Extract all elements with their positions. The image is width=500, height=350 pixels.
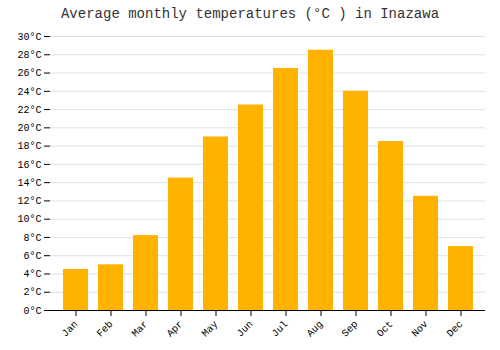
svg-text:12°C: 12°C xyxy=(17,196,41,207)
svg-text:2°C: 2°C xyxy=(23,287,41,298)
svg-text:22°C: 22°C xyxy=(17,105,41,116)
svg-text:Dec: Dec xyxy=(445,319,466,340)
svg-text:Jan: Jan xyxy=(60,319,81,340)
svg-text:0°C: 0°C xyxy=(23,306,41,317)
svg-text:May: May xyxy=(200,319,221,340)
svg-text:14°C: 14°C xyxy=(17,178,41,189)
svg-text:18°C: 18°C xyxy=(17,141,41,152)
svg-text:Mar: Mar xyxy=(130,319,151,340)
svg-text:30°C: 30°C xyxy=(17,32,41,43)
svg-text:6°C: 6°C xyxy=(23,251,41,262)
svg-text:Sep: Sep xyxy=(340,319,361,340)
svg-text:Feb: Feb xyxy=(95,319,116,340)
svg-text:Jul: Jul xyxy=(270,319,291,340)
svg-text:16°C: 16°C xyxy=(17,160,41,171)
svg-text:Oct: Oct xyxy=(375,319,396,340)
svg-text:10°C: 10°C xyxy=(17,214,41,225)
svg-text:8°C: 8°C xyxy=(23,233,41,244)
svg-text:20°C: 20°C xyxy=(17,123,41,134)
html-text:Average monthly temperatures (: Average monthly temperatures (°C ) in In… xyxy=(61,6,439,22)
svg-text:Apr: Apr xyxy=(165,319,186,340)
svg-text:Aug: Aug xyxy=(305,319,326,340)
svg-text:Nov: Nov xyxy=(410,319,431,340)
svg-text:Jun: Jun xyxy=(235,319,256,340)
svg-text:26°C: 26°C xyxy=(17,68,41,79)
svg-text:4°C: 4°C xyxy=(23,269,41,280)
svg-text:28°C: 28°C xyxy=(17,50,41,61)
svg-text:24°C: 24°C xyxy=(17,87,41,98)
